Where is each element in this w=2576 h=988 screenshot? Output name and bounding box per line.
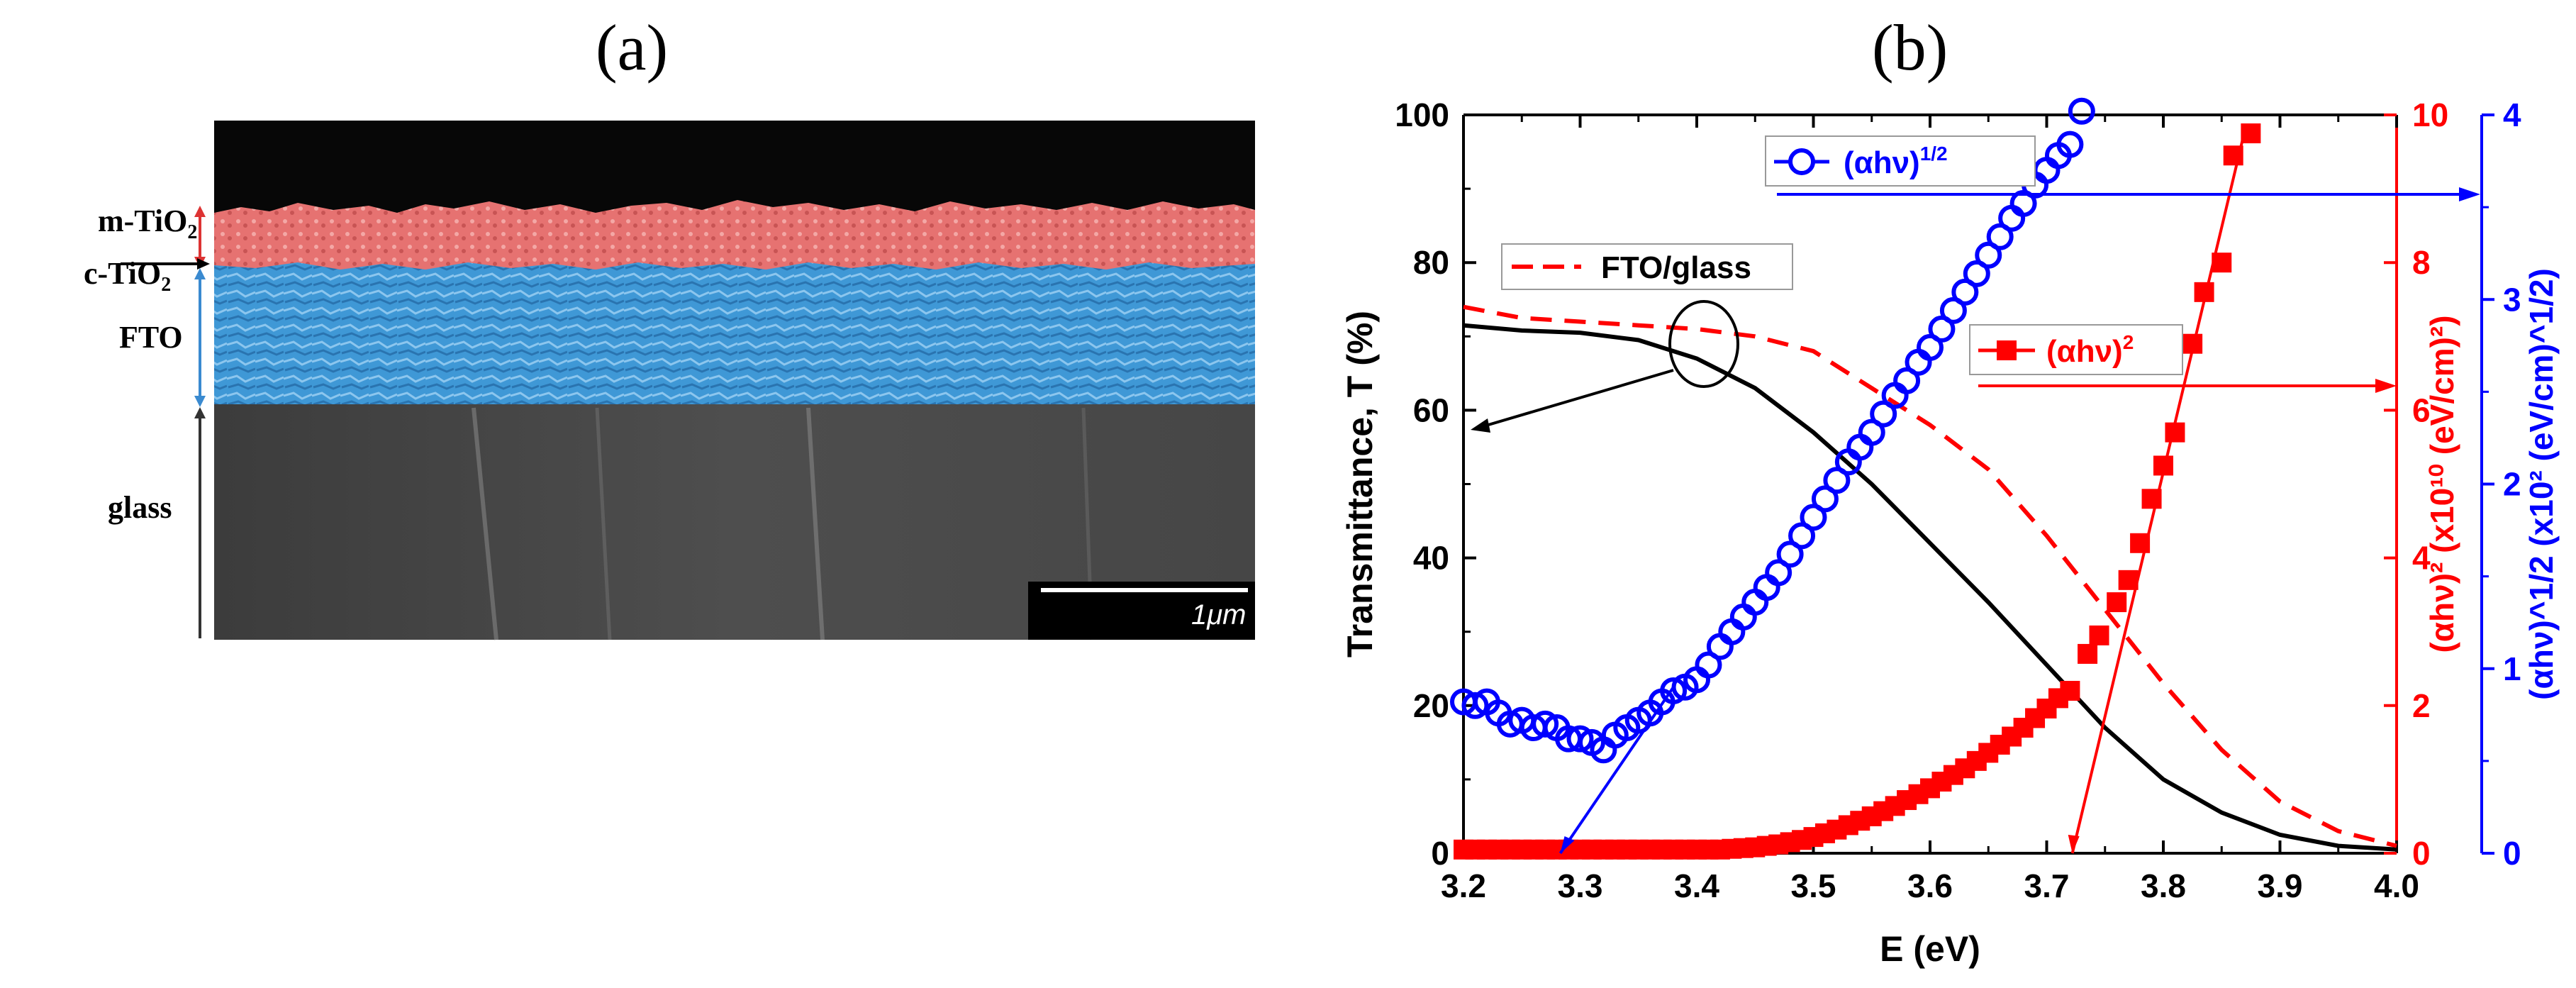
blue-circle-point bbox=[1917, 333, 1944, 361]
label-c-tio2: c-TiO2 bbox=[84, 256, 172, 296]
black-axis-arrow bbox=[1476, 369, 1674, 430]
blue-circle-point bbox=[1998, 204, 2026, 232]
y-blue-tick-label: 4 bbox=[2503, 96, 2521, 133]
blue-circle-point bbox=[1986, 223, 2014, 250]
sem-micrograph bbox=[214, 121, 1255, 640]
x-tick-label: 3.2 bbox=[1441, 867, 1486, 904]
blue-circle-point bbox=[1695, 651, 1722, 679]
blue-circle-point bbox=[2033, 157, 2061, 184]
y-left-tick-label: 20 bbox=[1413, 687, 1449, 724]
y-left-tick-label: 0 bbox=[1431, 835, 1449, 872]
blue-circle-point bbox=[1893, 367, 1921, 394]
blue-circle-point bbox=[2068, 97, 2095, 125]
blue-circle-point bbox=[1905, 348, 1932, 376]
red-fit-arrowhead bbox=[2068, 835, 2080, 853]
blue-circle-point bbox=[1846, 433, 1874, 461]
blue-circle-point bbox=[1718, 618, 1746, 645]
x-tick-label: 3.3 bbox=[1558, 867, 1603, 904]
y-red-tick-label: 4 bbox=[2412, 540, 2431, 577]
blue-circle-point bbox=[1706, 633, 1734, 660]
blue-circle-point bbox=[1461, 692, 1489, 719]
x-tick-label: 3.9 bbox=[2258, 867, 2303, 904]
panel-a-label: (a) bbox=[596, 11, 669, 84]
blue-circle-point bbox=[1800, 504, 1827, 531]
y-blue-tick-label: 1 bbox=[2503, 650, 2521, 687]
x-tick-label: 3.4 bbox=[1674, 867, 1719, 904]
y-red-axis-title: (αhν)² (x10¹⁰ (eV/cm)²) bbox=[2424, 315, 2460, 653]
y-red-tick-label: 2 bbox=[2412, 687, 2431, 724]
blue-circle-point bbox=[1963, 260, 1990, 287]
blue-circle-point bbox=[1823, 467, 1851, 494]
blue-circle-point bbox=[1753, 574, 1780, 601]
y-red-tick-label: 10 bbox=[2412, 96, 2448, 133]
x-tick-label: 3.7 bbox=[2024, 867, 2070, 904]
y-blue-axis-title: (αhν)^1/2 (x10² (eV/cm)^1/2) bbox=[2523, 268, 2560, 700]
x-tick-label: 3.5 bbox=[1791, 867, 1836, 904]
y-left-tick-label: 80 bbox=[1413, 244, 1449, 281]
legend-fto-label: FTO/glass bbox=[1601, 250, 1751, 285]
label-glass: glass bbox=[108, 490, 172, 525]
panel-b-label: (b) bbox=[1872, 11, 1948, 84]
blue-circle-point bbox=[1858, 418, 1885, 446]
curve-ellipse bbox=[1668, 300, 1739, 388]
y-red-tick-label: 8 bbox=[2412, 244, 2431, 281]
y-left-tick-label: 60 bbox=[1413, 392, 1449, 428]
blue-circle-point bbox=[1660, 677, 1688, 704]
x-tick-label: 4.0 bbox=[2374, 867, 2419, 904]
fto-layer bbox=[214, 262, 1255, 408]
x-tick-label: 3.6 bbox=[1907, 867, 1953, 904]
legend-blue-label: (αhν)1/2 bbox=[1844, 143, 1948, 180]
y-blue-tick-label: 3 bbox=[2503, 281, 2521, 318]
y-left-tick-label: 40 bbox=[1413, 540, 1449, 577]
blue-circle-point bbox=[1566, 725, 1594, 753]
blue-circle-point bbox=[2056, 131, 2084, 158]
legend-red-label: (αhν)2 bbox=[2046, 331, 2134, 369]
panel-a: (a) bbox=[84, 11, 1255, 640]
red-square-point bbox=[2089, 625, 2109, 645]
legend-blue-swatch-marker bbox=[1788, 148, 1815, 175]
red-square-point bbox=[2107, 592, 2127, 613]
transmittance-line bbox=[1463, 323, 2397, 852]
legend-red-swatch-marker bbox=[1997, 340, 2017, 360]
blue-circle-point bbox=[1532, 710, 1559, 738]
blue-circle-point bbox=[1928, 315, 1956, 343]
blue-circle-point bbox=[1741, 589, 1769, 616]
layer-brackets bbox=[121, 206, 210, 638]
y-red-tick-label: 6 bbox=[2412, 392, 2431, 428]
red-square-point bbox=[2060, 680, 2080, 701]
y-blue-tick-label: 2 bbox=[2503, 466, 2521, 503]
label-m-tio2: m-TiO2 bbox=[98, 204, 198, 243]
sem-image bbox=[121, 121, 1255, 640]
blue-circle-point bbox=[1729, 603, 1757, 631]
blue-circle-point bbox=[1776, 540, 1804, 568]
blue-circle-point bbox=[1951, 278, 1979, 306]
blue-circle-point bbox=[1788, 522, 1816, 550]
fto-glass-line bbox=[1463, 304, 2397, 848]
black-axis-arrowhead bbox=[1471, 418, 1490, 433]
blue-circle-point bbox=[1975, 241, 2002, 269]
blue-circle-point bbox=[1765, 559, 1792, 587]
red-axis-arrowhead bbox=[2375, 379, 2397, 393]
y-left-tick-label: 100 bbox=[1395, 96, 1449, 133]
y-left-axis-title: Transmittance, T (%) bbox=[1340, 311, 1380, 657]
x-tick-label: 3.8 bbox=[2141, 867, 2186, 904]
blue-circle-point bbox=[1870, 400, 1897, 428]
scale-bar-label: 1μm bbox=[1191, 599, 1247, 631]
blue-axis-arrowhead bbox=[2459, 187, 2480, 201]
blue-circle-point bbox=[2009, 189, 2037, 217]
m-tio2-layer bbox=[214, 200, 1255, 270]
y-blue-tick-label: 0 bbox=[2503, 835, 2521, 872]
label-fto: FTO bbox=[119, 320, 183, 355]
blue-circle-point bbox=[1811, 485, 1839, 513]
red-square-point bbox=[2078, 643, 2098, 664]
red-fit-line bbox=[2070, 129, 2247, 854]
blue-fit-arrowhead bbox=[1560, 836, 1575, 853]
blue-fit-line bbox=[1559, 686, 1675, 855]
x-axis-title: E (eV) bbox=[1880, 929, 1980, 969]
blue-circle-point bbox=[1939, 296, 1967, 324]
y-red-tick-label: 0 bbox=[2412, 835, 2431, 872]
